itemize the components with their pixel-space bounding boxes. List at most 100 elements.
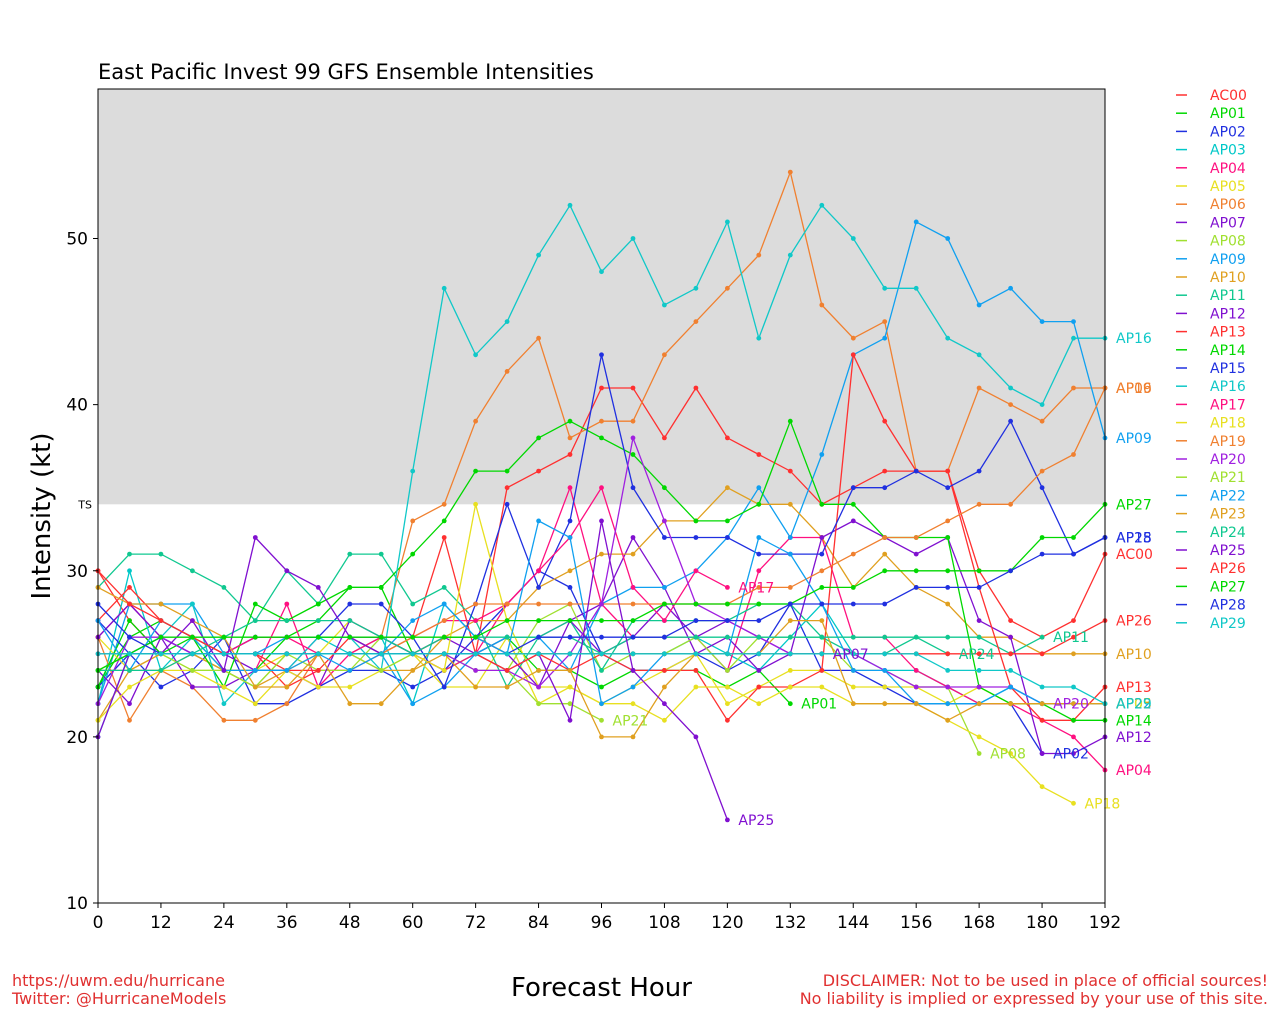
legend-item-ap24: AP24: [1176, 525, 1246, 541]
data-point: [787, 618, 793, 623]
legend-item-ap08: AP08: [1176, 234, 1246, 250]
data-point: [662, 585, 667, 590]
data-point: [662, 302, 667, 308]
data-point: [599, 435, 604, 441]
data-point: [221, 701, 227, 707]
data-point: [976, 618, 982, 623]
data-point: [1071, 452, 1076, 457]
legend-item-ap04: AP04: [1176, 161, 1246, 177]
series-end-label: AP02: [1053, 747, 1089, 763]
data-point: [1008, 501, 1013, 507]
data-point: [913, 651, 919, 657]
data-point: [347, 585, 353, 590]
data-point: [252, 668, 258, 673]
data-point: [787, 684, 793, 690]
data-point: [473, 501, 478, 507]
data-point: [850, 485, 856, 491]
legend-item-ap10: AP10: [1176, 270, 1246, 286]
data-point: [473, 352, 478, 358]
series-end-label: AP03: [1116, 697, 1152, 713]
data-point: [1008, 285, 1013, 291]
footer-left: https://uwm.edu/hurricane Twitter: @Hurr…: [12, 972, 226, 1008]
x-axis: 0 12 24 36 48 60 72 84 96 108 120 132 144 156 168 180 19…: [93, 903, 1121, 933]
data-point: [945, 684, 951, 690]
data-point: [504, 618, 510, 623]
data-point: [127, 701, 132, 707]
data-point: [567, 568, 573, 574]
data-point: [725, 601, 730, 607]
footer-url-link[interactable]: https://uwm.edu/hurricane: [12, 971, 225, 990]
legend-label: AP25: [1210, 543, 1246, 559]
series-line: [97, 603, 980, 754]
legend-item-ap27: AP27: [1176, 579, 1246, 595]
series-ap29: [95, 651, 1108, 707]
x-tick-label: 120: [711, 913, 743, 933]
data-point: [158, 551, 164, 557]
data-point: [787, 169, 793, 175]
data-point: [882, 319, 888, 324]
data-point: [536, 518, 541, 524]
data-point: [504, 369, 510, 374]
data-point: [536, 684, 541, 690]
data-point: [158, 651, 164, 657]
data-point: [630, 684, 636, 690]
data-point: [725, 285, 730, 291]
data-point: [127, 634, 132, 640]
data-point: [1071, 335, 1076, 341]
data-point: [536, 701, 541, 707]
data-point: [410, 618, 416, 623]
data-point: [850, 634, 856, 640]
data-point: [284, 618, 290, 623]
data-point: [599, 551, 604, 557]
data-point: [536, 634, 541, 640]
data-point: [945, 568, 951, 574]
data-point: [441, 618, 447, 623]
data-point: [725, 435, 730, 441]
data-point: [504, 684, 510, 690]
data-point: [945, 485, 951, 491]
data-point: [725, 817, 730, 823]
data-point: [787, 252, 793, 258]
data-point: [693, 385, 699, 391]
series-end-label: AP19: [1116, 381, 1152, 397]
legend-label: AP03: [1210, 143, 1246, 159]
series-end-label: AP25: [738, 813, 774, 829]
data-point: [693, 634, 699, 640]
x-tick-label: 192: [1089, 913, 1121, 933]
data-point: [630, 618, 636, 623]
data-point: [630, 236, 636, 241]
data-point: [599, 518, 604, 524]
data-point: [630, 668, 636, 673]
legend-label: AP26: [1210, 561, 1246, 577]
data-point: [252, 651, 258, 657]
legend-label: AP13: [1210, 325, 1246, 341]
data-point: [850, 518, 856, 524]
data-point: [630, 651, 636, 657]
data-point: [1008, 618, 1013, 623]
data-point: [158, 684, 164, 690]
data-point: [1008, 651, 1013, 657]
data-point: [882, 535, 888, 540]
legend-label: AP18: [1210, 416, 1246, 432]
data-point: [284, 651, 290, 657]
data-point: [441, 634, 447, 640]
series-end-label: AP17: [738, 580, 774, 596]
data-point: [190, 668, 195, 673]
data-point: [693, 568, 699, 574]
data-point: [1071, 734, 1076, 740]
data-point: [441, 601, 447, 607]
chart-title: East Pacific Invest 99 GFS Ensemble Inte…: [98, 60, 594, 84]
series-end-label: AP05: [1116, 697, 1152, 713]
data-point: [504, 501, 510, 507]
data-point: [976, 568, 982, 574]
legend-item-ap17: AP17: [1176, 397, 1246, 413]
data-point: [913, 701, 919, 707]
data-point: [567, 618, 573, 623]
data-point: [693, 651, 699, 657]
data-point: [315, 684, 321, 690]
x-tick-label: 144: [837, 913, 869, 933]
data-point: [252, 601, 258, 607]
x-tick-label: 168: [963, 913, 995, 933]
data-point: [347, 684, 353, 690]
series-end-label: AP21: [613, 713, 649, 729]
